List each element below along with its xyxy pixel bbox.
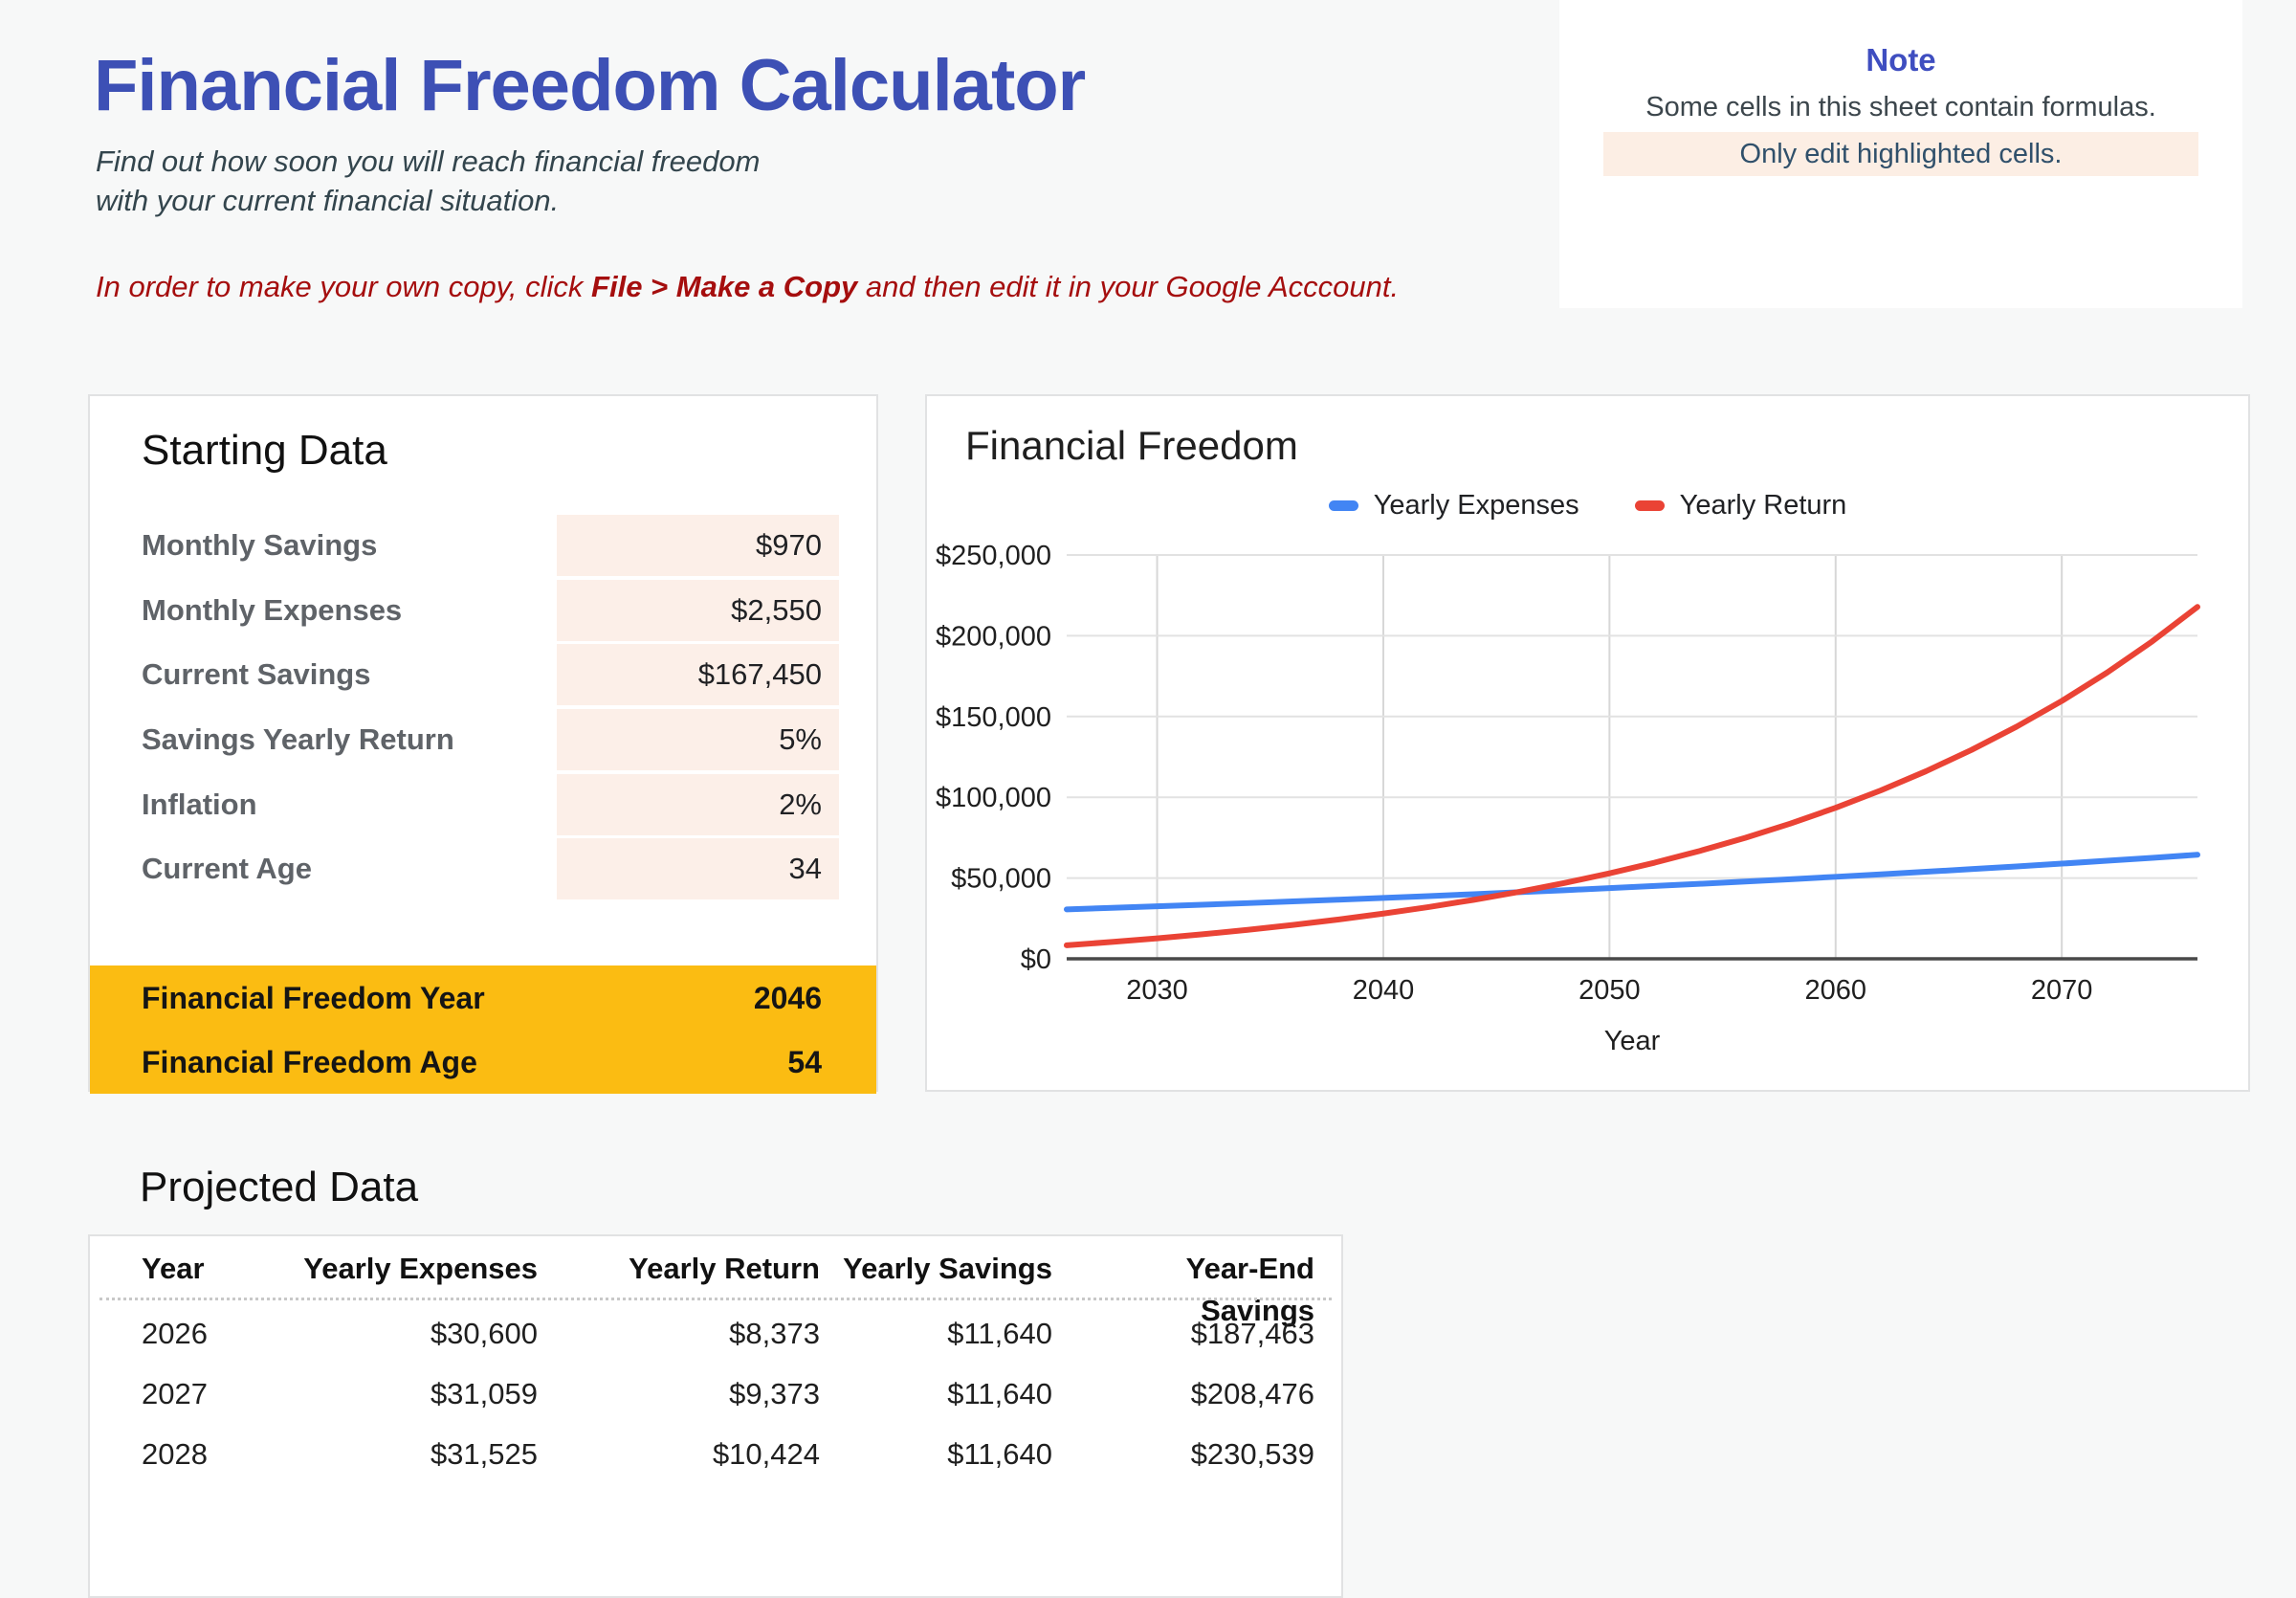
starting-data-title: Starting Data (142, 427, 387, 474)
cell-yearly-savings: $11,640 (947, 1377, 1052, 1410)
cell-year-end-savings: $208,476 (1190, 1377, 1314, 1410)
cell-year: 2027 (142, 1377, 208, 1410)
chart-title: Financial Freedom (965, 423, 1298, 468)
make-a-copy-bold: File > Make a Copy (591, 270, 858, 303)
svg-text:2070: 2070 (2031, 975, 2093, 1006)
cell-yearly-savings: $11,640 (947, 1437, 1052, 1471)
yearly-expenses-swatch-icon (1328, 500, 1358, 511)
financial-freedom-year-label: Financial Freedom Year (142, 981, 485, 1015)
monthly-expenses-input-cell[interactable]: $2,550 (557, 580, 839, 641)
table-header-row: Year Yearly Expenses Yearly Return Yearl… (90, 1248, 1341, 1327)
legend-item-yearly-expenses: Yearly Expenses (1328, 490, 1579, 522)
financial-freedom-chart: Financial Freedom Yearly Expenses Yearly… (925, 394, 2250, 1092)
monthly-savings-label: Monthly Savings (142, 528, 378, 562)
header-separator (99, 1298, 1332, 1300)
cell-year: 2026 (142, 1317, 208, 1350)
cell-yearly-return: $9,373 (729, 1377, 820, 1410)
current-age-label: Current Age (142, 852, 312, 885)
chart-legend: Yearly Expenses Yearly Return (927, 490, 2248, 522)
make-a-copy-note: In order to make your own copy, click Fi… (96, 270, 1400, 303)
subtitle-line-2: with your current financial situation. (96, 184, 560, 217)
monthly-savings-input-cell[interactable]: $970 (557, 515, 839, 576)
financial-freedom-year-value: 2046 (753, 981, 822, 1015)
cell-yearly-savings: $11,640 (947, 1317, 1052, 1350)
note-title: Note (1866, 42, 1936, 78)
table-row: Monthly Savings $970 (90, 515, 876, 576)
column-header-yearly-savings: Yearly Savings (843, 1252, 1052, 1285)
yearly-return-swatch-icon (1634, 500, 1665, 511)
chart-plot-area: $0 $50,000 $100,000 $150,000 $200,000 $250,00… (936, 541, 2200, 1006)
starting-data-panel: Starting Data Monthly Savings $970 Month… (88, 394, 878, 1094)
savings-yearly-return-label: Savings Yearly Return (142, 722, 454, 756)
column-header-yearly-return: Yearly Return (629, 1252, 820, 1285)
subtitle-line-1: Find out how soon you will reach financi… (96, 144, 761, 178)
svg-text:2050: 2050 (1578, 975, 1641, 1006)
result-band: Financial Freedom Year 2046 Financial Fr… (90, 965, 876, 1094)
page-title: Financial Freedom Calculator (94, 45, 1086, 126)
svg-text:2030: 2030 (1126, 975, 1188, 1006)
financial-freedom-age-label: Financial Freedom Age (142, 1045, 477, 1079)
note-text: Some cells in this sheet contain formula… (1645, 92, 2156, 122)
inflation-input-cell[interactable]: 2% (557, 774, 839, 835)
table-row: Monthly Expenses $2,550 (90, 580, 876, 641)
svg-text:$250,000: $250,000 (936, 541, 1051, 571)
svg-text:$200,000: $200,000 (936, 621, 1051, 652)
savings-yearly-return-input-cell[interactable]: 5% (557, 709, 839, 770)
svg-text:$150,000: $150,000 (936, 702, 1051, 733)
financial-freedom-age-value: 54 (787, 1045, 822, 1079)
inflation-label: Inflation (142, 788, 257, 821)
table-row: 2027 $31,059 $9,373 $11,640 $208,476 (90, 1373, 1341, 1415)
current-savings-label: Current Savings (142, 657, 371, 691)
table-row: Financial Freedom Year 2046 (90, 967, 876, 1029)
cell-year-end-savings: $187,463 (1190, 1317, 1314, 1350)
svg-text:2040: 2040 (1353, 975, 1415, 1006)
projected-data-title: Projected Data (140, 1164, 419, 1210)
svg-text:$50,000: $50,000 (951, 864, 1051, 895)
note-card: Note Some cells in this sheet contain fo… (1559, 0, 2242, 308)
current-age-input-cell[interactable]: 34 (557, 838, 839, 899)
cell-yearly-return: $10,424 (712, 1437, 820, 1471)
table-row: Current Age 34 (90, 838, 876, 899)
legend-label: Yearly Expenses (1373, 490, 1579, 521)
svg-text:$100,000: $100,000 (936, 783, 1051, 813)
legend-item-yearly-return: Yearly Return (1634, 490, 1847, 522)
column-header-year: Year (142, 1252, 205, 1285)
cell-yearly-return: $8,373 (729, 1317, 820, 1350)
monthly-expenses-label: Monthly Expenses (142, 593, 403, 627)
legend-label: Yearly Return (1679, 490, 1847, 521)
projected-data-table: Year Yearly Expenses Yearly Return Yearl… (88, 1234, 1343, 1598)
table-row: 2026 $30,600 $8,373 $11,640 $187,463 (90, 1313, 1341, 1355)
table-row: Financial Freedom Age 54 (90, 1032, 876, 1093)
table-row: Current Savings $167,450 (90, 644, 876, 705)
x-axis-title: Year (1603, 1026, 1661, 1056)
cell-yearly-expenses: $31,059 (430, 1377, 538, 1410)
page-subtitle: Find out how soon you will reach financi… (96, 142, 760, 220)
svg-text:2060: 2060 (1805, 975, 1867, 1006)
cell-year: 2028 (142, 1437, 208, 1471)
table-row: Inflation 2% (90, 774, 876, 835)
cell-year-end-savings: $230,539 (1190, 1437, 1314, 1471)
table-row: Savings Yearly Return 5% (90, 709, 876, 770)
cell-yearly-expenses: $31,525 (430, 1437, 538, 1471)
note-highlighted-cells-text: Only edit highlighted cells. (1603, 132, 2198, 176)
cell-yearly-expenses: $30,600 (430, 1317, 538, 1350)
current-savings-input-cell[interactable]: $167,450 (557, 644, 839, 705)
column-header-yearly-expenses: Yearly Expenses (303, 1252, 538, 1285)
table-row: 2028 $31,525 $10,424 $11,640 $230,539 (90, 1433, 1341, 1476)
svg-text:$0: $0 (1021, 944, 1051, 975)
